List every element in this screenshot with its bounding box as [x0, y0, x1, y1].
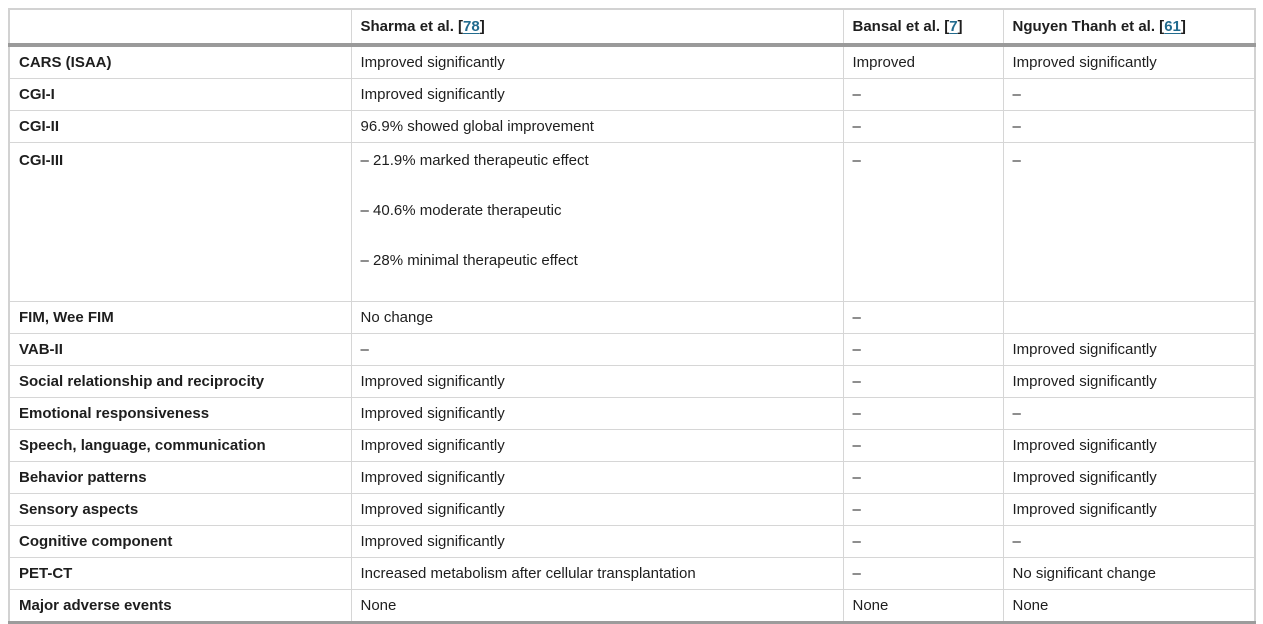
cell-value: – — [1002, 142, 1255, 302]
row-label: CARS (ISAA) — [19, 54, 112, 71]
cell-value: – — [842, 557, 1003, 590]
table-row-vab2: VAB-II – – Improved significantly — [9, 333, 1255, 366]
cell-value: – — [1002, 525, 1255, 558]
table-row-cgi1: CGI-I Improved significantly – – — [9, 78, 1255, 111]
row-label: Major adverse events — [9, 589, 351, 623]
table-row-adverse: Major adverse events None None None — [9, 589, 1255, 623]
paper-table-container: Sharma et al. [78] Bansal et al. [7] Ngu… — [8, 8, 1256, 624]
cell-value: No significant change — [1002, 557, 1255, 590]
table-row-cgi3: CGI-III – 21.9% marked therapeutic effec… — [9, 142, 1255, 302]
cell-value: – — [842, 461, 1003, 494]
cell-value: Improved significantly — [350, 461, 843, 494]
cell-value: Improved significantly — [350, 45, 843, 79]
cell-value: – — [842, 142, 1003, 302]
row-label: PET-CT — [9, 557, 351, 590]
cell-value: Improved significantly — [1002, 461, 1255, 494]
citation-text: ] — [957, 18, 963, 35]
cell-value: Increased metabolism after cellular tran… — [350, 557, 843, 590]
cell-value: Improved significantly — [350, 525, 843, 558]
row-label: FIM, Wee FIM — [9, 301, 351, 334]
cell-value-multiline: – 21.9% marked therapeutic effect – 40.6… — [350, 142, 843, 302]
cell-value: – — [842, 333, 1003, 366]
row-label: Speech, language, communication — [9, 429, 351, 462]
table-row-speech: Speech, language, communication Improved… — [9, 429, 1255, 462]
row-label: Sensory aspects — [9, 493, 351, 526]
cell-value: Improved significantly — [350, 78, 843, 111]
cell-value: – — [842, 78, 1003, 111]
table-row-petct: PET-CT Increased metabolism after cellul… — [9, 557, 1255, 590]
row-label: CGI-I — [9, 78, 351, 111]
cell-value: Improved significantly — [350, 365, 843, 398]
row-label: Behavior patterns — [9, 461, 351, 494]
citation-text: ] — [1180, 18, 1186, 35]
table-row-behavior: Behavior patterns Improved significantly… — [9, 461, 1255, 494]
table-row-sensory: Sensory aspects Improved significantly –… — [9, 493, 1255, 526]
cell-value: 96.9% showed global improvement — [350, 110, 843, 143]
header-empty-cell — [9, 9, 351, 47]
cell-value: Improved — [842, 45, 1003, 79]
reference-link-78[interactable]: 78 — [463, 18, 480, 35]
cell-value: – — [1002, 110, 1255, 143]
cell-value: Improved significantly — [1002, 45, 1255, 79]
cell-value: Improved significantly — [1002, 429, 1255, 462]
reference-link-7[interactable]: 7 — [949, 18, 958, 35]
reference-link-61[interactable]: 61 — [1164, 18, 1181, 35]
citation-text: Bansal et al. [ — [852, 18, 950, 35]
cell-value: – — [1002, 397, 1255, 430]
cell-value: None — [350, 589, 843, 623]
table-row-cgi2: CGI-II 96.9% showed global improvement –… — [9, 110, 1255, 143]
cell-value — [1002, 301, 1255, 334]
cell-value: – — [842, 110, 1003, 143]
outcomes-comparison-table: Sharma et al. [78] Bansal et al. [7] Ngu… — [8, 8, 1256, 624]
cell-value: – — [1002, 78, 1255, 111]
cell-value: Improved significantly — [1002, 333, 1255, 366]
table-row-fim: FIM, Wee FIM No change – — [9, 301, 1255, 334]
column-header-bansal: Bansal et al. [7] — [842, 9, 1003, 47]
row-label: Cognitive component — [9, 525, 351, 558]
header-row: Sharma et al. [78] Bansal et al. [7] Ngu… — [9, 9, 1255, 47]
row-label: VAB-II — [9, 333, 351, 366]
cell-value: None — [842, 589, 1003, 623]
cell-value: Improved significantly — [350, 493, 843, 526]
cell-value: None — [1002, 589, 1255, 623]
cell-value: – — [350, 333, 843, 366]
citation-text: ] — [479, 18, 485, 35]
cell-line: – 21.9% marked therapeutic effect — [360, 152, 589, 169]
table-row-cars: CARS (ISAA) Improved significantly Impro… — [9, 45, 1255, 79]
row-label: CGI-II — [9, 110, 351, 143]
table-row-social: Social relationship and reciprocity Impr… — [9, 365, 1255, 398]
column-header-sharma: Sharma et al. [78] — [350, 9, 843, 47]
cell-value: – — [842, 525, 1003, 558]
cell-value: – — [842, 429, 1003, 462]
cell-value: – — [842, 301, 1003, 334]
cell-value: Improved significantly — [350, 397, 843, 430]
cell-line: – 28% minimal therapeutic effect — [360, 252, 578, 269]
cell-value: Improved significantly — [1002, 493, 1255, 526]
row-label: Social relationship and reciprocity — [9, 365, 351, 398]
column-header-nguyen: Nguyen Thanh et al. [61] — [1002, 9, 1255, 47]
cell-line: – 40.6% moderate therapeutic — [360, 202, 562, 219]
row-label: CGI-III — [9, 142, 351, 302]
citation-text: Nguyen Thanh et al. [ — [1012, 18, 1165, 35]
cell-value: – — [842, 397, 1003, 430]
table-row-cognitive: Cognitive component Improved significant… — [9, 525, 1255, 558]
row-label: Emotional responsiveness — [9, 397, 351, 430]
citation-text: Sharma et al. [ — [360, 18, 464, 35]
cell-value: Improved significantly — [350, 429, 843, 462]
table-row-emotional: Emotional responsiveness Improved signif… — [9, 397, 1255, 430]
cell-value: – — [842, 365, 1003, 398]
cell-value: – — [842, 493, 1003, 526]
cell-value: No change — [350, 301, 843, 334]
cell-value: Improved significantly — [1002, 365, 1255, 398]
